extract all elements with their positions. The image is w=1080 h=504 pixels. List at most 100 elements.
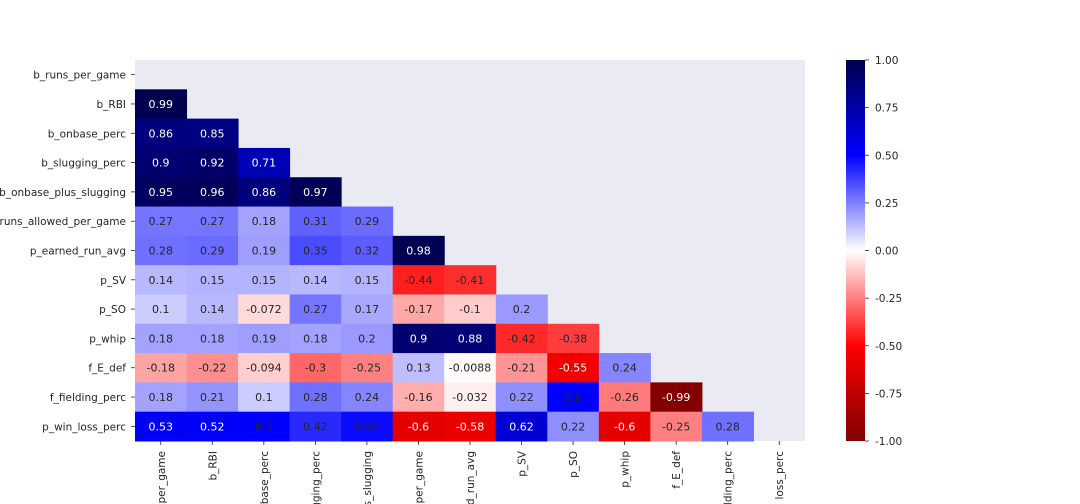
x-tick-label: p_whip	[620, 451, 632, 488]
cell-value-label: -0.072	[246, 303, 281, 316]
heatmap-cell	[186, 206, 239, 237]
x-tick-label: s_slugging	[362, 451, 374, 504]
heatmap-cell	[701, 411, 754, 442]
cell-value-label: 0.98	[406, 245, 431, 258]
cell-value-label: 0.19	[252, 245, 277, 258]
heatmap-cell	[289, 206, 342, 237]
cell-value-label: 0.96	[200, 186, 225, 199]
heatmap-cell	[392, 382, 445, 413]
cell-value-label: -0.38	[559, 332, 587, 345]
heatmap-cell	[186, 235, 239, 266]
y-axis-tick-labels: b_runs_per_game b_RBI b_onbase_perc b_slugg…	[0, 70, 135, 433]
heatmap-cell	[186, 118, 239, 149]
heatmap-cell	[238, 206, 291, 237]
cell-value-label: 0.15	[200, 274, 225, 287]
x-tick-label: p_SO	[568, 451, 580, 478]
heatmap-cell	[341, 411, 394, 442]
heatmap-cell	[341, 353, 394, 383]
x-tick-label: gging_perc	[310, 451, 322, 504]
heatmap-cell	[238, 411, 291, 442]
x-axis-tick-labels: per_game b_RBI base_perc gging_perc s_sluggi…	[156, 441, 786, 504]
cell-value-label: 0.86	[149, 127, 174, 140]
heatmap-cell	[289, 382, 342, 413]
cell-value-label: 0.86	[252, 186, 277, 199]
heatmap-cell	[392, 323, 445, 354]
heatmap-cell	[289, 265, 342, 295]
heatmap-cell	[238, 353, 291, 383]
cell-value-label: 0.13	[406, 362, 431, 375]
cell-value-label: -0.42	[507, 332, 535, 345]
heatmap-cell	[392, 294, 445, 325]
heatmap-cell	[341, 323, 394, 354]
heatmap-cell	[444, 382, 497, 413]
colorbar-tick-label: 0.25	[875, 198, 898, 210]
cell-value-label: 0.14	[303, 274, 328, 287]
cell-value-label: 0.27	[149, 215, 174, 228]
y-tick-label: p_SO	[99, 304, 126, 316]
cell-value-label: -0.99	[662, 391, 690, 404]
cell-value-label: 0.28	[149, 245, 174, 258]
cell-value-label: 0.22	[561, 420, 586, 433]
cell-value-label: -0.41	[456, 274, 484, 287]
heatmap-cell	[444, 265, 497, 295]
heatmap-cell	[135, 206, 188, 237]
cell-value-label: -0.25	[353, 362, 381, 375]
heatmap-cell	[341, 382, 394, 413]
heatmap-cell	[341, 206, 394, 237]
cell-value-label: 0.32	[355, 245, 380, 258]
cell-value-label: 0.92	[200, 157, 225, 170]
heatmap-cell	[135, 411, 188, 442]
cell-value-label: 0.53	[149, 420, 174, 433]
heatmap-cell	[650, 382, 703, 413]
cell-value-label: 0.9	[152, 157, 170, 170]
heatmap-cell	[186, 411, 239, 442]
cell-value-label: 0.15	[355, 274, 380, 287]
heatmap-cell	[444, 323, 497, 354]
cell-value-label: 0.29	[355, 215, 380, 228]
heatmap-cell	[135, 235, 188, 266]
heatmap-cell	[341, 265, 394, 295]
heatmap-cell	[392, 235, 445, 266]
cell-value-label: 0.2	[513, 303, 531, 316]
cell-value-label: -0.18	[147, 362, 175, 375]
cell-value-label: 0.27	[200, 215, 225, 228]
x-tick-label: f_E_def	[671, 451, 683, 489]
heatmap-cell	[238, 323, 291, 354]
cell-value-label: 0.52	[200, 420, 225, 433]
heatmap-cell	[598, 353, 651, 383]
heatmap-cell	[547, 353, 600, 383]
x-tick-label: loss_perc	[774, 451, 786, 500]
y-tick-label: b_runs_per_game	[33, 70, 126, 82]
heatmap-cell	[341, 235, 394, 266]
heatmap-cell	[289, 353, 342, 383]
heatmap-cell	[392, 353, 445, 383]
cell-value-label: -0.17	[404, 303, 432, 316]
heatmap-cell	[135, 294, 188, 325]
y-tick-label: f_E_def	[88, 363, 126, 375]
y-tick-label: runs_allowed_per_game	[0, 216, 126, 228]
heatmap-cell	[444, 411, 497, 442]
y-tick-label: b_RBI	[96, 99, 126, 111]
cell-value-label: 0.15	[252, 274, 277, 287]
heatmap-cell	[289, 323, 342, 354]
cell-value-label: 0.18	[200, 332, 225, 345]
cell-value-label: -0.26	[610, 391, 638, 404]
x-tick-label: per_game	[156, 451, 168, 503]
cell-value-label: -0.44	[404, 274, 432, 287]
cell-value-label: 0.18	[149, 391, 174, 404]
heatmap-cell	[289, 177, 342, 208]
cell-value-label: 0.28	[715, 420, 740, 433]
cell-value-label: 0.85	[200, 127, 225, 140]
x-tick-label: b_RBI	[207, 451, 219, 481]
heatmap-cell	[495, 382, 548, 413]
heatmap-cell	[495, 353, 548, 383]
cell-value-label: 0.19	[252, 332, 277, 345]
heatmap-cell	[341, 294, 394, 325]
heatmap-cell	[238, 147, 291, 178]
cell-value-label: -0.1	[459, 303, 480, 316]
cell-value-label: 0.99	[149, 98, 174, 111]
heatmap-cell	[289, 294, 342, 325]
cell-value-label: -0.0088	[449, 362, 491, 375]
